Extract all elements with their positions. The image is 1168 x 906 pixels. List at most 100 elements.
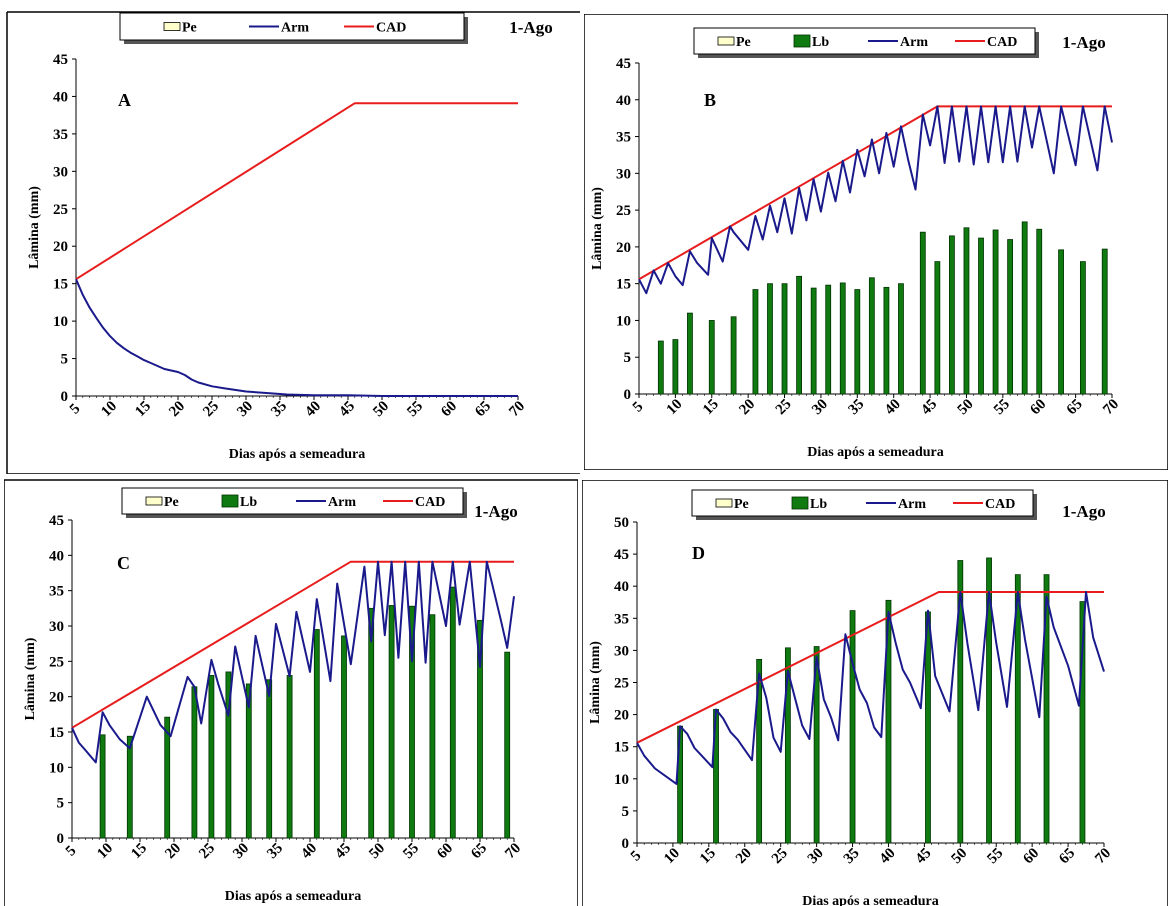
chart-c-legend-swatch-pe [145, 496, 163, 506]
chart-b-xtick-label: 5 [630, 399, 647, 416]
chart-d-xlabel: Dias após a semeadura [802, 894, 939, 906]
chart-a-legend-label-cad: CAD [376, 21, 406, 36]
chart-d-ytick-label: 40 [614, 579, 629, 595]
chart-c-xtick-label: 50 [366, 840, 388, 862]
chart-b-bar-lb [752, 289, 759, 395]
chart-b-bar-lb [657, 340, 664, 395]
chart-c-xtick-label: 45 [332, 840, 354, 862]
chart-a-xtick-label: 45 [336, 398, 358, 420]
chart-d-xtick-label: 65 [1056, 845, 1078, 867]
chart-a-xtick-label: 25 [200, 398, 222, 420]
chart-b-xtick-label: 15 [700, 396, 722, 418]
chart-d-legend-swatch-lb [791, 496, 809, 510]
chart-a-ytick-label: 35 [53, 127, 68, 143]
chart-panel-c: 0 5 10 15 20 25 30 35 40 45 5 10 15 20 25 30 35 40 45 50 55 6… [4, 478, 578, 906]
chart-c-bar-lb [266, 679, 273, 839]
chart-b-bar-lb [854, 289, 861, 395]
chart-b-bar-lb [1007, 239, 1014, 395]
chart-d-ytick-label: 30 [614, 643, 629, 659]
chart-b-ytick-label: 20 [616, 240, 631, 256]
chart-c-xtick-label: 65 [468, 840, 490, 862]
chart-c-ylabel: Lâmina (mm) [23, 637, 38, 720]
chart-d-ytick-label: 45 [614, 547, 629, 563]
chart-b-xtick-label: 30 [809, 396, 831, 418]
chart-a-xtick-label: 40 [302, 398, 324, 420]
chart-a-ytick-label: 20 [53, 239, 68, 255]
chart-c-legend-label-lb: Lb [240, 495, 257, 510]
chart-d-xtick-label: 50 [949, 845, 971, 867]
chart-b-bar-lb [883, 286, 890, 395]
chart-c-xtick-label: 10 [94, 840, 116, 862]
chart-c-xtick-label: 20 [162, 840, 184, 862]
chart-c-bar-lb [126, 735, 133, 839]
chart-b-ytick-label: 25 [616, 203, 631, 219]
chart-c-bar-lb [429, 614, 436, 839]
chart-d-xtick-label: 30 [805, 845, 827, 867]
chart-c-bar-lb [191, 686, 198, 839]
chart-c-bar-lb [477, 619, 483, 839]
chart-a-series-arm-line [75, 278, 518, 397]
chart-b-legend-label-lb: Lb [812, 35, 829, 50]
chart-c-xtick-label: 35 [264, 840, 286, 862]
chart-b-bar-lb [810, 287, 817, 395]
chart-d-xtick-label: 10 [661, 845, 683, 867]
chart-d-xtick-label: 5 [628, 848, 645, 865]
chart-a-ytick-label: 30 [53, 164, 68, 180]
chart-b-ytick-label: 35 [616, 130, 631, 146]
chart-a-series-cad-line [75, 102, 518, 281]
chart-c-ytick-label: 30 [49, 619, 64, 635]
chart-c-ytick-label: 25 [49, 654, 64, 670]
chart-b-xtick-label: 35 [846, 396, 868, 418]
chart-d-date-label: 1-Ago [1062, 502, 1105, 521]
chart-d-legend-label-pe: Pe [734, 497, 749, 512]
chart-a-xtick-label: 20 [166, 398, 188, 420]
chart-c-ytick-label: 15 [49, 725, 64, 741]
chart-d-bar-lb [885, 599, 892, 844]
chart-c-bar-lb [368, 607, 375, 839]
chart-d-legend-label-arm: Arm [898, 497, 926, 512]
chart-b-bar-lb [672, 339, 679, 395]
chart-b-xtick-label: 10 [664, 396, 686, 418]
chart-d-xtick-label: 20 [733, 845, 755, 867]
chart-d-xtick-label: 45 [913, 845, 935, 867]
chart-a-ytick-label: 15 [53, 277, 68, 293]
chart-c-xtick-label: 70 [502, 840, 524, 862]
chart-c-bar-lb [388, 605, 395, 839]
chart-c-ytick-label: 0 [57, 831, 65, 847]
chart-b-bar-lb [1021, 221, 1028, 395]
chart-b-series-arm-line [638, 105, 1113, 295]
chart-b-xtick-label: 40 [882, 396, 904, 418]
chart-b-ytick-label: 15 [616, 277, 631, 293]
chart-b-bar-lb [1058, 249, 1064, 395]
chart-b-bar-lb [781, 283, 788, 395]
chart-c-date-label: 1-Ago [474, 502, 517, 521]
chart-b-bar-lb [868, 277, 875, 395]
chart-b-bar-lb [949, 235, 955, 395]
chart-c-xlabel: Dias após a semeadura [225, 889, 362, 904]
chart-a-legend-swatch-pe [163, 22, 181, 31]
chart-b-bar-lb [796, 275, 802, 395]
chart-d-series-arm-line [636, 591, 1105, 785]
chart-d-xtick-label: 40 [877, 845, 899, 867]
chart-d-xtick-label: 70 [1092, 845, 1114, 867]
chart-a-ytick-label: 45 [53, 52, 68, 68]
chart-d-xtick-label: 25 [769, 845, 791, 867]
chart-b-bar-lb [1101, 248, 1108, 395]
chart-a-xtick-label: 65 [472, 398, 494, 420]
chart-b-xtick-label: 45 [918, 396, 940, 418]
chart-c-bar-lb [286, 675, 293, 839]
chart-d-bar-lb [813, 646, 820, 844]
chart-panel-a: 0 5 10 15 20 25 30 35 40 45 5 10 15 20 25 30 35 40 45 50 55 6… [6, 10, 580, 474]
chart-d-panel-letter: D [692, 543, 705, 563]
chart-a-xtick-label: 30 [234, 398, 256, 420]
chart-b-ytick-label: 0 [624, 387, 632, 403]
chart-b-ytick-label: 10 [616, 313, 631, 329]
chart-b-ytick-label: 30 [616, 166, 631, 182]
chart-c-xtick-label: 60 [434, 840, 456, 862]
chart-b-bar-lb [919, 231, 926, 395]
chart-d-legend-label-cad: CAD [985, 497, 1015, 512]
chart-c-ytick-label: 10 [49, 760, 64, 776]
chart-d-bar-lb [1079, 601, 1086, 844]
chart-d-legend-swatch-pe [715, 498, 733, 508]
